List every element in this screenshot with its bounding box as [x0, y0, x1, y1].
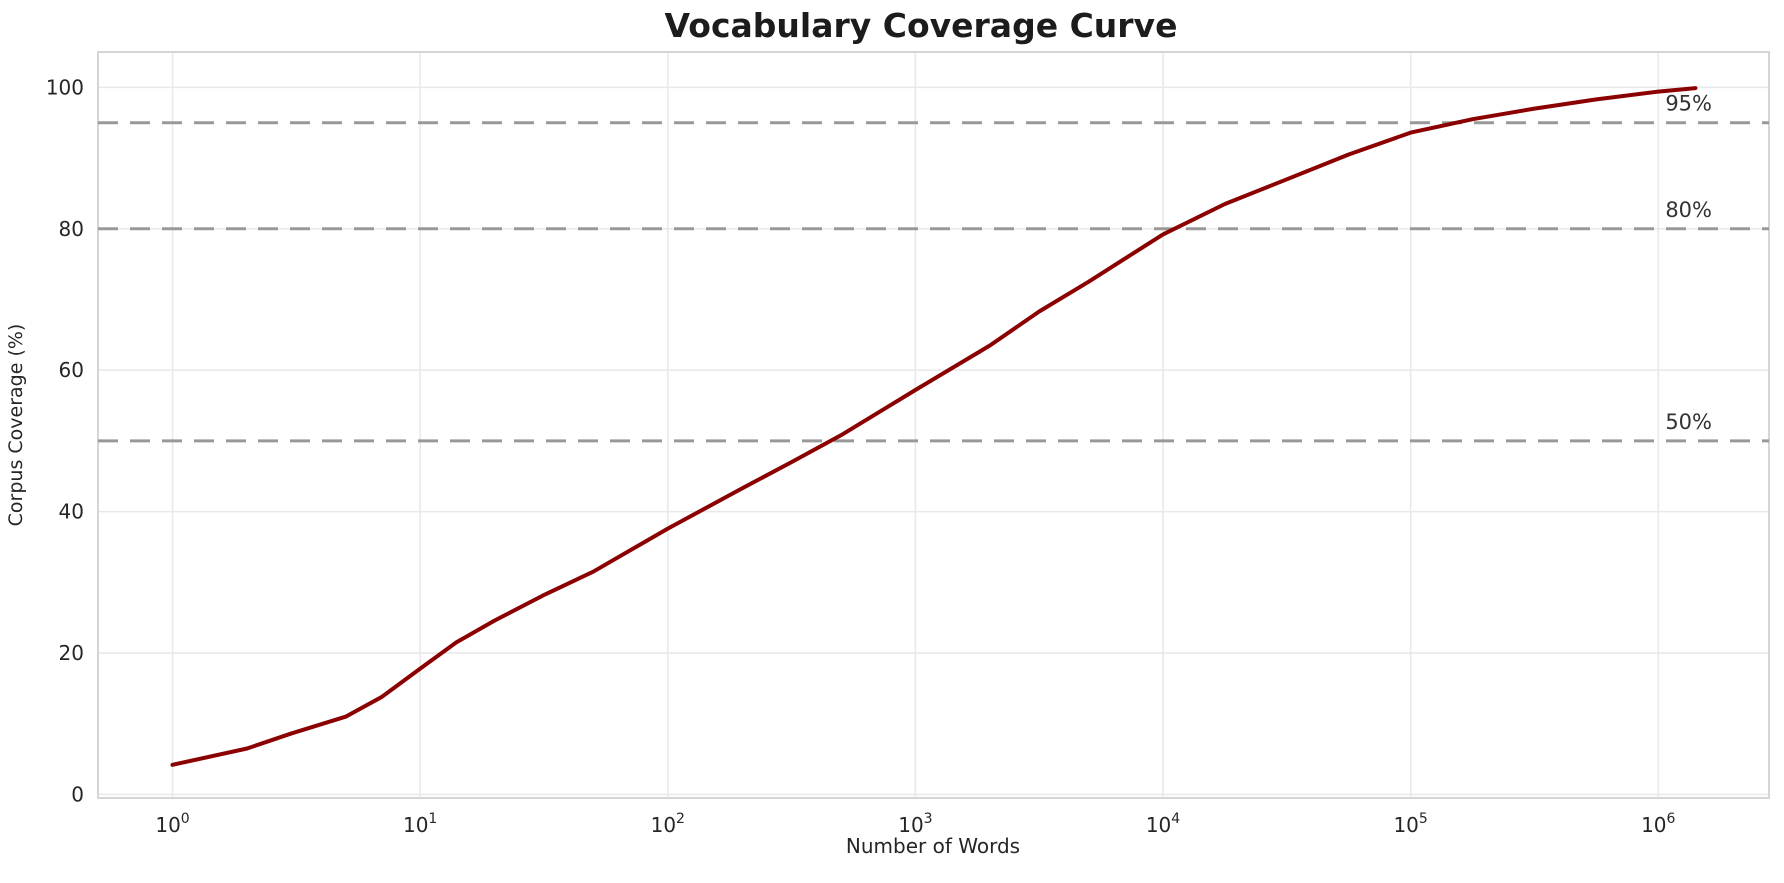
- x-tick-label: 103: [898, 811, 932, 837]
- gridlines: [98, 52, 1769, 798]
- curve-vocabulary-coverage: [170, 86, 1698, 767]
- reference-label-95%: 95%: [1665, 92, 1712, 116]
- y-tick-label: 0: [71, 782, 84, 806]
- x-axis-label: Number of Words: [846, 834, 1020, 858]
- y-axis-label: Corpus Coverage (%): [5, 324, 27, 527]
- reference-label-50%: 50%: [1665, 410, 1712, 434]
- y-tick-label: 100: [46, 75, 84, 99]
- series-curves: [170, 86, 1698, 767]
- x-tick-label: 104: [1146, 811, 1180, 837]
- reference-labels: 50% 80% 95%: [1665, 92, 1712, 434]
- y-tick-label: 80: [59, 217, 84, 241]
- y-tick-label: 40: [59, 500, 84, 524]
- y-tick-label: 60: [59, 358, 84, 382]
- reference-label-80%: 80%: [1665, 198, 1712, 222]
- x-tick-label: 106: [1641, 811, 1675, 837]
- plot-border: [97, 51, 1770, 799]
- chart-title: Vocabulary Coverage Curve: [665, 6, 1178, 45]
- y-tick-label: 20: [59, 641, 84, 665]
- x-tick-label: 102: [651, 811, 685, 837]
- reference-lines: [98, 121, 1769, 443]
- x-tick-label: 105: [1393, 811, 1427, 837]
- x-tick-label: 100: [155, 811, 189, 837]
- x-tick-label: 101: [403, 811, 437, 837]
- plot-frame: [97, 51, 1770, 799]
- y-axis-ticks: 0 20 40 60 80 100: [46, 75, 84, 806]
